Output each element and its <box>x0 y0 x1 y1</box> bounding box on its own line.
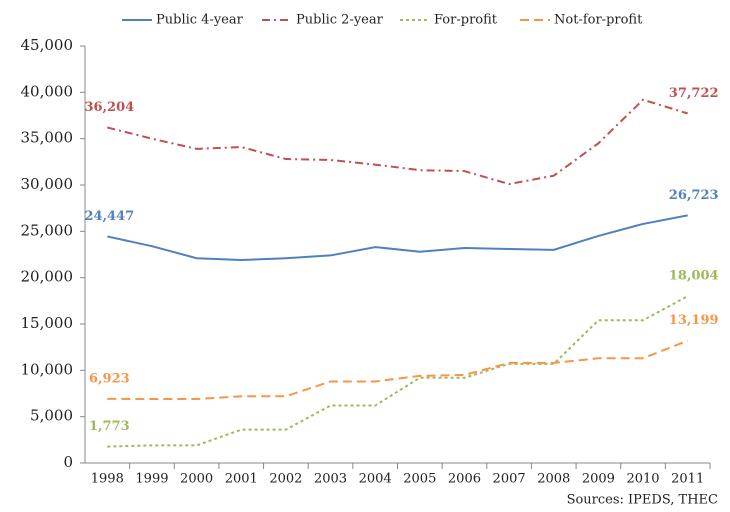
y-tick-label: 15,000 <box>21 314 74 332</box>
y-tick-label: 30,000 <box>21 175 74 193</box>
y-tick-label: 0 <box>63 453 73 471</box>
data-label: 6,923 <box>89 371 130 386</box>
data-label: 36,204 <box>84 100 134 115</box>
legend-label: Public 4-year <box>156 13 244 28</box>
x-tick-label: 2010 <box>626 472 659 487</box>
series-line <box>107 339 689 401</box>
x-tick-label: 2006 <box>448 472 481 487</box>
x-tick-label: 2000 <box>180 472 213 487</box>
data-label: 1,773 <box>89 419 130 434</box>
y-tick-label: 20,000 <box>21 268 74 286</box>
y-tick-label: 5,000 <box>30 407 73 425</box>
x-tick-label: 2008 <box>537 472 570 487</box>
x-tick-label: 2004 <box>359 472 392 487</box>
x-tick-label: 2007 <box>493 472 526 487</box>
y-tick-label: 45,000 <box>21 36 74 54</box>
x-tick-label: 2005 <box>403 472 436 487</box>
series-line <box>107 295 689 448</box>
series-line <box>107 214 688 262</box>
source: Sources: IPEDS, THEC <box>567 493 718 508</box>
legend-label: Public 2-year <box>296 13 384 28</box>
x-tick-label: 2002 <box>269 472 302 487</box>
y-tick-label: 25,000 <box>21 221 74 239</box>
x-tick-label: 2011 <box>671 472 704 487</box>
x-tick-label: 2001 <box>225 472 258 487</box>
data-label: 26,723 <box>669 188 719 203</box>
data-label: 37,722 <box>669 86 719 101</box>
x-tick-label: 1998 <box>91 472 124 487</box>
data-label: 18,004 <box>669 269 719 284</box>
x-tick-label: 1999 <box>135 472 168 487</box>
data-label: 13,199 <box>669 313 719 328</box>
legend-label: For-profit <box>434 13 498 28</box>
data-label: 24,447 <box>84 209 134 224</box>
y-tick-label: 10,000 <box>21 360 74 378</box>
y-tick-label: 35,000 <box>21 129 74 147</box>
series-line <box>107 98 688 186</box>
x-tick-label: 2003 <box>314 472 347 487</box>
legend-label: Not-for-profit <box>554 13 643 28</box>
y-tick-label: 40,000 <box>21 82 74 100</box>
x-tick-label: 2009 <box>582 472 615 487</box>
